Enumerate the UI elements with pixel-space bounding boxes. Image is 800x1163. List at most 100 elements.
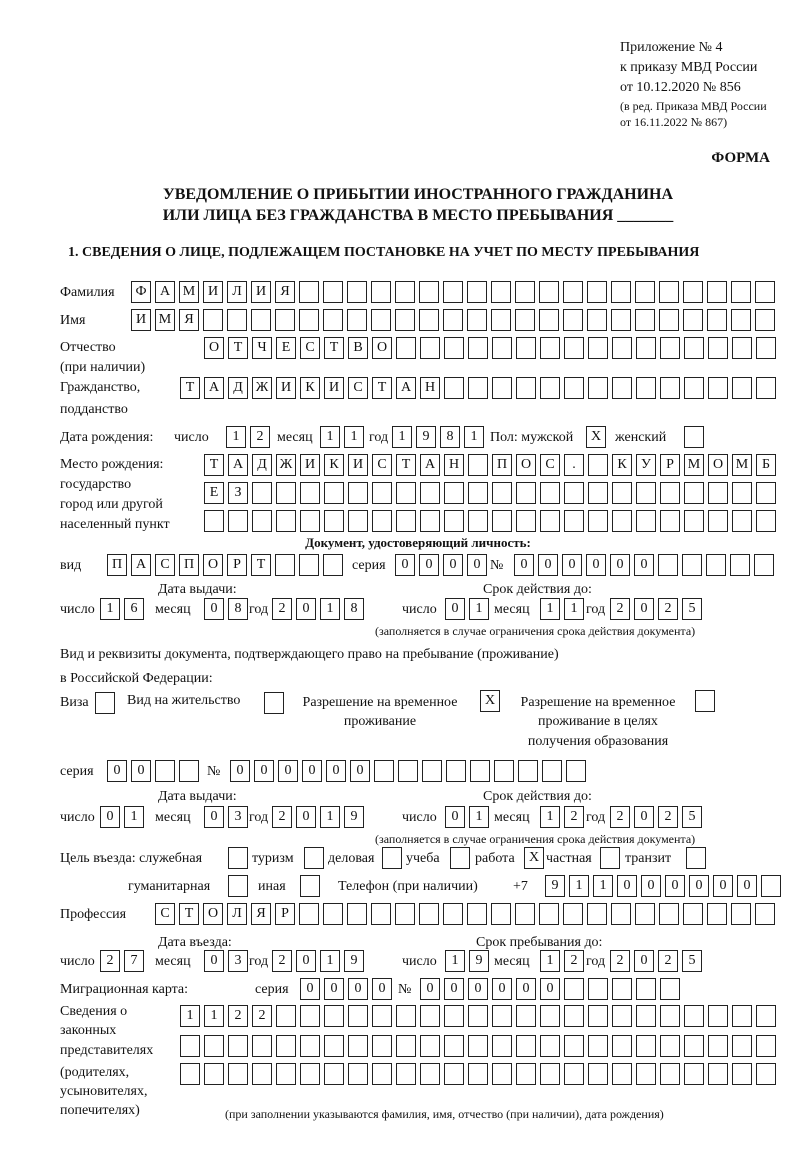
char-cell[interactable]: 0: [540, 978, 560, 1000]
char-cell[interactable]: 8: [228, 598, 248, 620]
char-cell[interactable]: [468, 1035, 488, 1057]
char-cell[interactable]: [396, 482, 416, 504]
char-cell[interactable]: 1: [180, 1005, 200, 1027]
char-cell[interactable]: [612, 1035, 632, 1057]
char-cell[interactable]: 1: [564, 598, 584, 620]
char-cell[interactable]: 2: [272, 806, 292, 828]
char-cell[interactable]: [228, 1035, 248, 1057]
char-cell[interactable]: [492, 1035, 512, 1057]
char-cell[interactable]: К: [612, 454, 632, 476]
char-cell[interactable]: 0: [634, 598, 654, 620]
char-cell[interactable]: 0: [419, 554, 439, 576]
representatives-line-2[interactable]: [180, 1035, 776, 1057]
char-cell[interactable]: 5: [682, 598, 702, 620]
char-cell[interactable]: Д: [252, 454, 272, 476]
char-cell[interactable]: А: [155, 281, 175, 303]
char-cell[interactable]: [323, 554, 343, 576]
char-cell[interactable]: 1: [593, 875, 613, 897]
char-cell[interactable]: 0: [443, 554, 463, 576]
char-cell[interactable]: 0: [492, 978, 512, 1000]
char-cell[interactable]: [446, 760, 466, 782]
char-cell[interactable]: 9: [416, 426, 436, 448]
char-cell[interactable]: [444, 510, 464, 532]
char-cell[interactable]: [420, 1035, 440, 1057]
char-cell[interactable]: 3: [228, 806, 248, 828]
char-cell[interactable]: [228, 1063, 248, 1085]
char-cell[interactable]: 2: [100, 950, 120, 972]
char-cell[interactable]: [228, 510, 248, 532]
char-cell[interactable]: П: [107, 554, 127, 576]
char-cell[interactable]: [684, 510, 704, 532]
char-cell[interactable]: 0: [204, 950, 224, 972]
char-cell[interactable]: 0: [445, 806, 465, 828]
char-cell[interactable]: 0: [538, 554, 558, 576]
representatives-line-3[interactable]: [180, 1063, 776, 1085]
char-cell[interactable]: О: [708, 454, 728, 476]
char-cell[interactable]: [252, 1063, 272, 1085]
char-cell[interactable]: [203, 309, 223, 331]
char-cell[interactable]: [564, 1035, 584, 1057]
char-cell[interactable]: 2: [228, 1005, 248, 1027]
char-cell[interactable]: [444, 1005, 464, 1027]
char-cell[interactable]: [660, 482, 680, 504]
char-cell[interactable]: [420, 1063, 440, 1085]
char-cell[interactable]: И: [348, 454, 368, 476]
char-cell[interactable]: [324, 1063, 344, 1085]
char-cell[interactable]: О: [204, 337, 224, 359]
char-cell[interactable]: [612, 978, 632, 1000]
char-cell[interactable]: [444, 1063, 464, 1085]
char-cell[interactable]: А: [228, 454, 248, 476]
char-cell[interactable]: [516, 1035, 536, 1057]
char-cell[interactable]: [420, 510, 440, 532]
char-cell[interactable]: .: [564, 454, 584, 476]
char-cell[interactable]: [756, 482, 776, 504]
char-cell[interactable]: 2: [252, 1005, 272, 1027]
char-cell[interactable]: С: [155, 903, 175, 925]
char-cell[interactable]: Ж: [276, 454, 296, 476]
char-cell[interactable]: С: [540, 454, 560, 476]
char-cell[interactable]: И: [203, 281, 223, 303]
char-cell[interactable]: [636, 482, 656, 504]
char-cell[interactable]: [588, 482, 608, 504]
char-cell[interactable]: [660, 510, 680, 532]
char-cell[interactable]: 0: [296, 806, 316, 828]
char-cell[interactable]: [660, 978, 680, 1000]
visa-checkbox[interactable]: [95, 692, 115, 714]
char-cell[interactable]: [564, 337, 584, 359]
char-cell[interactable]: Р: [275, 903, 295, 925]
char-cell[interactable]: [374, 760, 394, 782]
char-cell[interactable]: 1: [540, 598, 560, 620]
char-cell[interactable]: [540, 377, 560, 399]
char-cell[interactable]: 8: [344, 598, 364, 620]
trp-education-checkbox[interactable]: [695, 690, 715, 712]
char-cell[interactable]: И: [300, 454, 320, 476]
char-cell[interactable]: [588, 510, 608, 532]
char-cell[interactable]: С: [155, 554, 175, 576]
char-cell[interactable]: [348, 1063, 368, 1085]
char-cell[interactable]: 0: [230, 760, 250, 782]
char-cell[interactable]: [730, 554, 750, 576]
char-cell[interactable]: [180, 1063, 200, 1085]
residence-permit-checkbox[interactable]: [264, 692, 284, 714]
char-cell[interactable]: [348, 482, 368, 504]
char-cell[interactable]: [588, 454, 608, 476]
char-cell[interactable]: Я: [251, 903, 271, 925]
char-cell[interactable]: [468, 454, 488, 476]
char-cell[interactable]: [252, 1035, 272, 1057]
char-cell[interactable]: 0: [204, 806, 224, 828]
char-cell[interactable]: 0: [278, 760, 298, 782]
char-cell[interactable]: 9: [344, 950, 364, 972]
char-cell[interactable]: [684, 377, 704, 399]
char-cell[interactable]: 2: [272, 598, 292, 620]
char-cell[interactable]: 0: [100, 806, 120, 828]
char-cell[interactable]: [636, 1005, 656, 1027]
char-cell[interactable]: [611, 309, 631, 331]
